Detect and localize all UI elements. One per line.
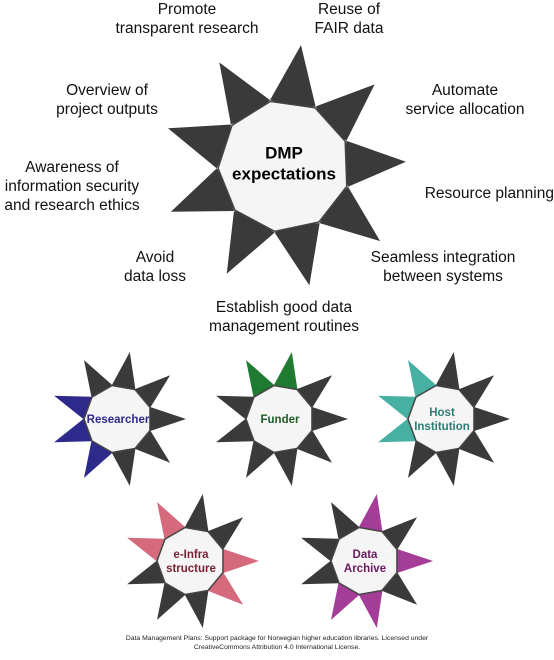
stakeholder-star-spike — [378, 419, 416, 443]
expectation-label: information security — [5, 178, 140, 195]
stakeholder-star-spike — [301, 537, 339, 561]
stakeholder-star-spike — [358, 494, 383, 532]
stakeholder-star-spike — [472, 407, 510, 431]
stakeholder-star-spike — [378, 395, 416, 419]
main-title-line: expectations — [232, 165, 336, 184]
expectation-label: Automate — [432, 82, 498, 99]
stakeholder-star-spike — [331, 502, 359, 539]
stakeholder-star-center — [330, 526, 398, 596]
main-star-spike — [170, 168, 234, 212]
stakeholder-title: Host — [429, 407, 455, 419]
stakeholder-star-spike — [273, 352, 298, 390]
stakeholder-star-spike — [435, 449, 460, 486]
stakeholder-title: Researcher — [87, 414, 150, 426]
main-star-labels: Promote transparent research Reuse of FAIR … — [4, 1, 554, 335]
expectation-label: and research ethics — [4, 197, 140, 214]
stakeholder-star-spike — [301, 561, 339, 585]
stakeholder-star-center — [83, 384, 151, 454]
stakeholder-star-spike — [54, 395, 92, 419]
stakeholder-star-center — [156, 526, 224, 596]
stakeholder-title: Funder — [261, 414, 300, 426]
stakeholder-title: Data — [353, 549, 379, 561]
expectation-label: Awareness of — [25, 159, 119, 176]
expectation-label: transparent research — [115, 20, 258, 37]
stakeholder-star-funder: Funder — [216, 352, 348, 486]
main-star: DMP expectations — [167, 45, 406, 286]
expectation-label: Overview of — [66, 82, 149, 99]
stakeholder-star-spike — [127, 537, 165, 561]
main-title-line: DMP — [265, 144, 303, 163]
stakeholder-star-spike — [246, 360, 274, 397]
stakeholder-star-spike — [54, 419, 92, 443]
license-footer: Data Management Plans: Support package f… — [0, 634, 554, 652]
stakeholder-star-spike — [331, 583, 359, 620]
main-star-spike — [226, 211, 275, 274]
stakeholder-star-e-infra-structure: e-Infra structure — [127, 494, 259, 628]
stakeholder-star-spike — [148, 407, 186, 431]
stakeholder-star-spike — [408, 360, 436, 397]
stakeholder-title: structure — [166, 563, 216, 575]
expectation-label: Avoid — [136, 249, 175, 266]
expectation-label: Seamless integration — [371, 249, 516, 266]
main-star-spike — [274, 223, 320, 286]
expectation-label: service allocation — [406, 101, 525, 118]
stakeholder-title: Institution — [414, 421, 470, 433]
expectation-label: Reuse of — [318, 1, 381, 18]
stakeholder-title: Archive — [344, 563, 386, 575]
stakeholder-star-spike — [273, 449, 298, 486]
footer-line-1: Data Management Plans: Support package f… — [125, 635, 429, 642]
expectation-label: between systems — [383, 268, 503, 285]
stakeholder-star-spike — [111, 449, 136, 486]
stakeholder-star-center — [407, 384, 475, 454]
stakeholder-star-spike — [157, 583, 185, 620]
stakeholder-star-spike — [216, 395, 254, 419]
stakeholder-star-spike — [310, 407, 348, 431]
stakeholder-star-data-archive: Data Archive — [301, 494, 433, 628]
stakeholder-star-spike — [358, 591, 383, 628]
main-star-spike — [167, 124, 231, 169]
stakeholder-star-host-institution: Host Institution — [378, 352, 510, 486]
main-star-center — [217, 100, 348, 233]
stakeholder-star-spike — [184, 494, 209, 532]
stakeholder-star-center — [245, 384, 313, 454]
expectation-label: Resource planning — [425, 185, 554, 202]
stakeholder-star-researcher: Researcher — [54, 352, 186, 486]
stakeholder-star-spike — [395, 549, 433, 573]
expectation-label: Establish good data — [216, 299, 353, 316]
stakeholder-title: e-Infra — [173, 549, 209, 561]
stakeholder-star-spike — [157, 502, 185, 539]
main-star-spike — [270, 45, 316, 108]
expectation-label: project outputs — [56, 101, 158, 118]
stakeholder-stars: Researcher Funder Host Institution e-Infra st… — [54, 352, 510, 628]
stakeholder-star-spike — [111, 352, 136, 390]
expectation-label: data loss — [124, 268, 186, 285]
expectation-label: FAIR data — [315, 20, 384, 37]
footer-line-2: CreativeCommons Attribution 4.0 Internat… — [193, 644, 361, 651]
stakeholder-star-spike — [84, 441, 112, 478]
expectation-label: management routines — [209, 318, 359, 335]
stakeholder-star-spike — [221, 549, 259, 573]
expectation-label: Promote — [158, 1, 217, 18]
stakeholder-star-spike — [184, 591, 209, 628]
stakeholder-star-spike — [408, 441, 436, 478]
stakeholder-star-spike — [435, 352, 460, 390]
stakeholder-star-spike — [216, 419, 254, 443]
stakeholder-star-spike — [246, 441, 274, 478]
stakeholder-star-spike — [84, 360, 112, 397]
main-star-spike — [343, 140, 406, 187]
stakeholder-star-spike — [127, 561, 165, 585]
